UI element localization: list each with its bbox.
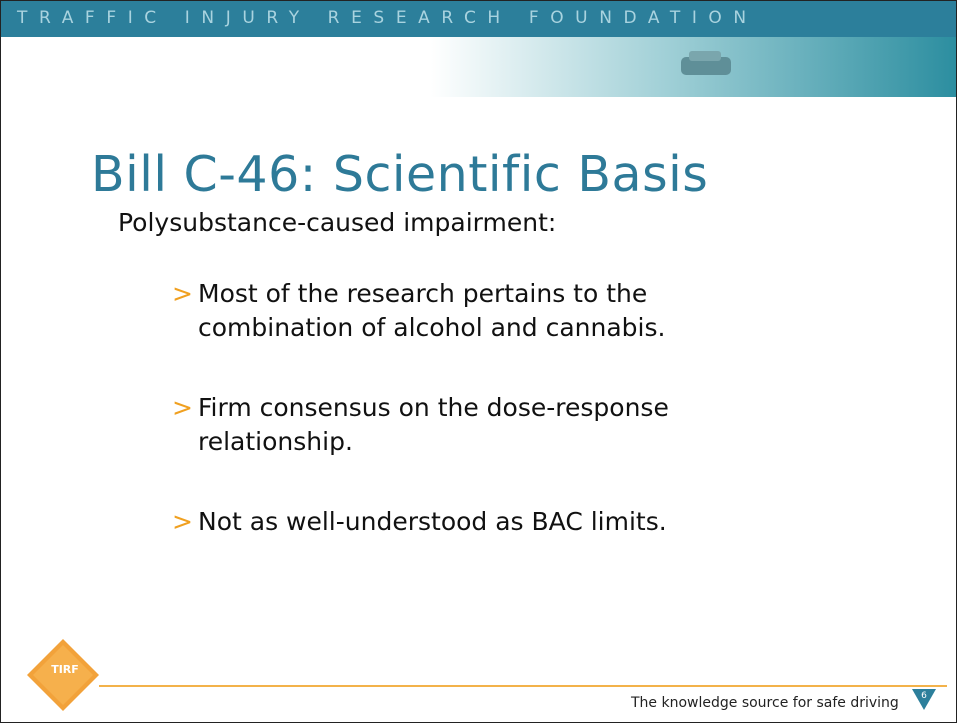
bullet: > Most of the research pertains to the c… bbox=[172, 277, 772, 345]
bullet-text: Most of the research pertains to the com… bbox=[198, 277, 772, 345]
bullet: > Firm consensus on the dose-response re… bbox=[172, 391, 772, 459]
subtitle: Polysubstance-caused impairment: bbox=[118, 208, 556, 237]
footer-line bbox=[99, 685, 947, 687]
logo-text: TIRF bbox=[45, 663, 85, 676]
organization: TRAFFIC INJURY RESEARCH FOUNDATION bbox=[17, 8, 758, 28]
bullet-marker: > bbox=[172, 277, 193, 311]
header-strip bbox=[1, 37, 956, 97]
page-number: 6 bbox=[914, 691, 934, 701]
bullet-text: Firm consensus on the dose-response rela… bbox=[198, 391, 772, 459]
bullet-marker: > bbox=[172, 505, 193, 539]
tagline: The knowledge source for safe driving bbox=[631, 695, 899, 711]
bullet-text: Not as well-understood as BAC limits. bbox=[198, 505, 772, 539]
bullet: > Not as well-understood as BAC limits. bbox=[172, 505, 772, 539]
bullet-marker: > bbox=[172, 391, 193, 425]
slide-title: Bill C-46: Scientific Basis bbox=[91, 146, 708, 203]
slide: TRAFFIC INJURY RESEARCH FOUNDATION Bill … bbox=[0, 0, 957, 723]
top-bar: TRAFFIC INJURY RESEARCH FOUNDATION bbox=[1, 1, 956, 37]
